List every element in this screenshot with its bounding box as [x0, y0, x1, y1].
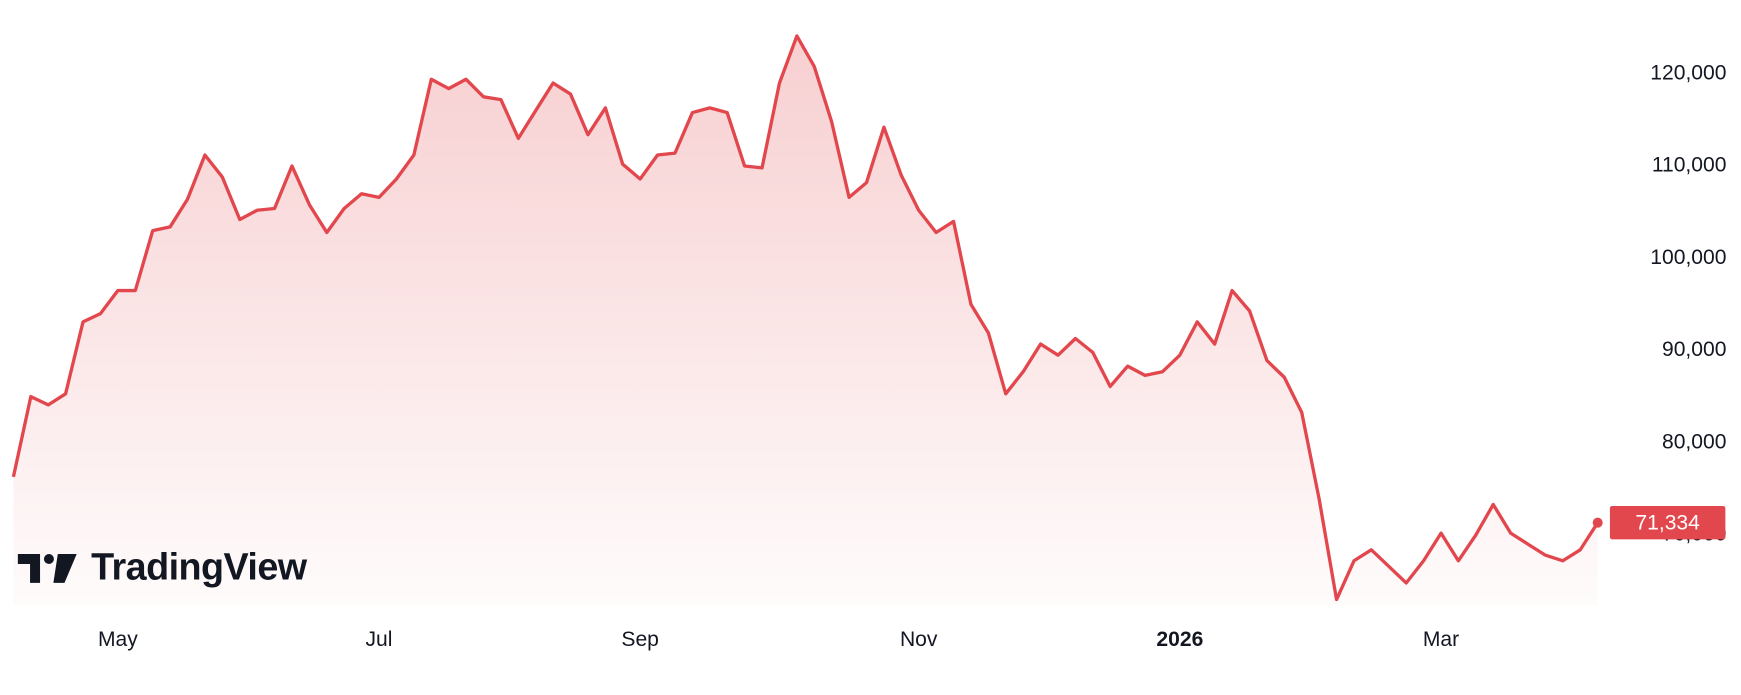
watermark-text: TradingView	[91, 546, 308, 588]
price-label: 71,334	[1635, 511, 1700, 534]
y-tick-label: 90,000	[1662, 338, 1726, 361]
plot-area: 70,00080,00090,000100,000110,000120,000M…	[11, 34, 1727, 651]
x-tick-label: May	[98, 628, 138, 651]
logo-mark	[43, 554, 54, 564]
y-tick-label: 110,000	[1652, 154, 1727, 177]
line	[11, 34, 1600, 602]
x-tick-label: Mar	[1423, 628, 1459, 651]
logo-mark	[17, 554, 41, 583]
watermark: TradingView	[17, 546, 308, 588]
logo-mark	[53, 554, 77, 583]
y-tick-label: 80,000	[1662, 430, 1726, 453]
price-tag	[1609, 506, 1726, 540]
area	[13, 35, 1598, 606]
x-tick-label: Nov	[900, 628, 938, 651]
x-tick-label: Jul	[366, 628, 393, 651]
x-tick-label: 2026	[1156, 628, 1203, 651]
last-point	[1592, 517, 1603, 528]
y-tick-label: 120,000	[1650, 61, 1726, 84]
y-tick-label: 100,000	[1650, 246, 1726, 269]
x-tick-label: Sep	[621, 628, 659, 651]
